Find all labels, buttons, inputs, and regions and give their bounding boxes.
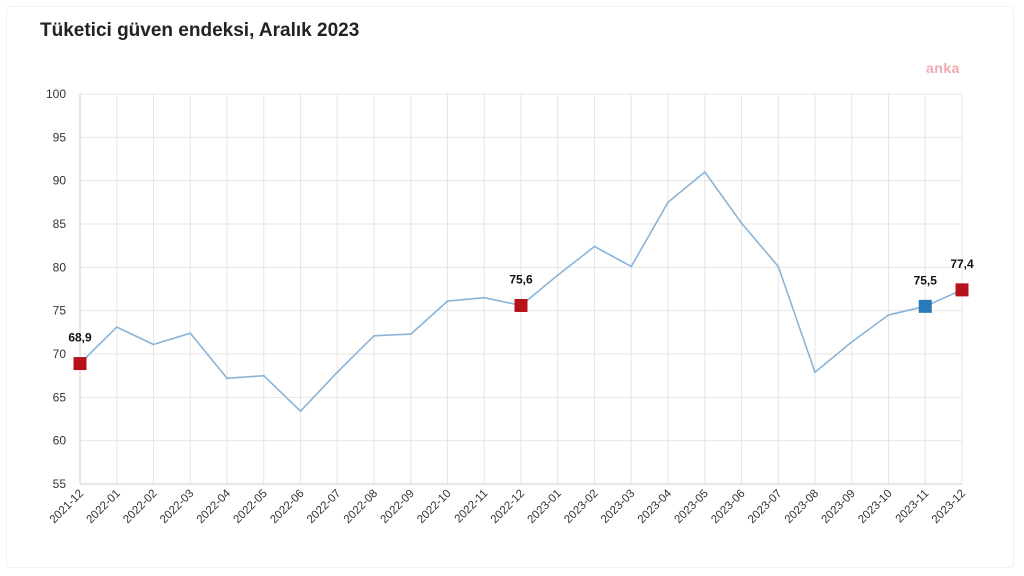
highlight-marker: [514, 298, 528, 312]
chart-title: Tüketici güven endeksi, Aralık 2023: [40, 20, 360, 41]
data-point: [299, 410, 302, 413]
x-tick-label: 2023-07: [746, 488, 784, 526]
y-tick-label: 55: [53, 477, 67, 491]
x-tick-label: 2022-10: [415, 488, 453, 526]
x-tick-label: 2023-09: [820, 488, 858, 526]
x-tick-label: 2022-11: [453, 488, 491, 526]
x-tick-label: 2022-06: [268, 488, 306, 526]
data-point: [115, 326, 118, 329]
data-point: [777, 265, 780, 268]
y-tick-label: 70: [53, 347, 67, 361]
x-tick-label: 2023-03: [599, 488, 637, 526]
data-point: [446, 300, 449, 303]
data-point: [409, 333, 412, 335]
data-point: [814, 371, 816, 374]
x-tick-label: 2022-12: [489, 488, 527, 526]
data-point: [262, 374, 265, 377]
data-point: [226, 377, 228, 380]
data-point: [703, 171, 706, 173]
data-point: [887, 314, 890, 316]
chart-frame: [6, 6, 1014, 568]
y-tick-label: 100: [46, 87, 66, 101]
data-label: 77,4: [950, 257, 974, 271]
x-tick-label: 2023-11: [894, 488, 932, 526]
y-tick-label: 60: [53, 434, 67, 448]
x-tick-label: 2023-01: [526, 488, 564, 526]
x-tick-label: 2023-10: [856, 488, 894, 526]
x-tick-label: 2023-08: [783, 488, 821, 526]
data-point: [152, 343, 155, 346]
y-tick-label: 90: [53, 174, 67, 188]
highlight-marker: [918, 299, 932, 313]
x-tick-label: 2022-02: [121, 488, 159, 526]
x-tick-label: 2023-06: [709, 488, 747, 526]
y-tick-label: 95: [53, 130, 67, 144]
x-tick-label: 2022-04: [195, 487, 234, 526]
x-tick-label: 2023-02: [562, 488, 600, 526]
x-tick-label: 2021-12: [48, 488, 86, 526]
data-point: [740, 222, 743, 225]
y-tick-label: 85: [53, 217, 67, 231]
data-point: [630, 265, 633, 268]
x-tick-label: 2022-09: [379, 488, 417, 526]
y-tick-label: 75: [53, 304, 67, 318]
data-point: [373, 334, 375, 337]
data-point: [593, 245, 596, 248]
data-point: [189, 332, 192, 335]
x-tick-label: 2022-01: [85, 488, 123, 526]
x-tick-label: 2022-03: [158, 488, 196, 526]
data-label: 68,9: [68, 331, 92, 345]
data-point: [667, 201, 669, 204]
data-label: 75,6: [509, 272, 533, 286]
highlight-marker: [73, 357, 87, 371]
x-tick-label: 2023-05: [673, 488, 711, 526]
logo-watermark: anka: [926, 60, 960, 76]
highlight-marker: [955, 283, 969, 297]
x-tick-label: 2022-05: [232, 488, 270, 526]
x-tick-label: 2022-08: [342, 488, 380, 526]
data-point: [336, 371, 339, 374]
data-point: [483, 296, 486, 299]
x-tick-label: 2023-12: [930, 488, 968, 526]
x-tick-label: 2023-04: [636, 487, 675, 526]
y-tick-label: 65: [53, 390, 67, 404]
data-label: 75,5: [914, 273, 938, 287]
x-tick-label: 2022-07: [305, 488, 343, 526]
data-point: [556, 274, 559, 277]
y-tick-label: 80: [53, 260, 67, 274]
data-point: [850, 340, 853, 343]
